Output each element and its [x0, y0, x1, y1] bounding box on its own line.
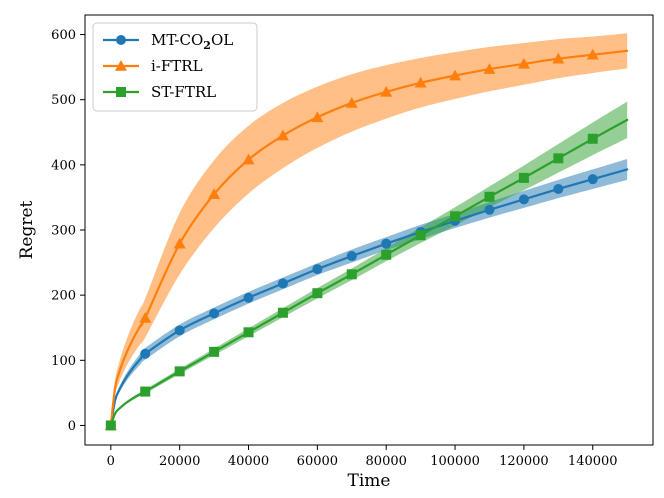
st-ftrl-point: [587, 133, 598, 144]
i-ftrl-point: [276, 129, 289, 141]
mt-co-point: [381, 238, 392, 249]
x-axis-title: Time: [348, 471, 391, 491]
i-ftrl-point: [345, 96, 358, 108]
st-ftrl-point: [140, 386, 151, 397]
mt-co-point: [243, 292, 254, 303]
st-ftrl-point: [518, 172, 529, 183]
i-ftrl-point: [483, 63, 496, 74]
st-ftrl-point: [484, 191, 495, 202]
y-tick-label: 300: [51, 224, 76, 239]
y-axis-title: Regret: [17, 200, 37, 259]
x-tick-label: 40000: [228, 454, 269, 469]
x-tick-label: 20000: [159, 454, 200, 469]
mt-co-point: [553, 183, 564, 194]
legend-marker-mt-co: [116, 35, 126, 45]
i-ftrl-band: [110, 33, 628, 426]
x-tick-label: 140000: [568, 454, 618, 469]
legend-label-i-ftrl: i-FTRL: [151, 57, 203, 75]
x-tick-label: 120000: [499, 454, 549, 469]
mt-co-point: [277, 278, 288, 289]
mt-co-point: [312, 264, 323, 275]
mt-co-point: [346, 251, 357, 262]
y-tick-label: 0: [68, 419, 76, 434]
i-ftrl-point: [449, 69, 462, 81]
y-tick-label: 100: [51, 354, 76, 369]
mt-co-point: [140, 348, 151, 359]
i-ftrl-point: [552, 52, 565, 64]
i-ftrl-point: [173, 237, 186, 249]
y-tick-label: 400: [51, 158, 76, 173]
st-ftrl-point: [174, 366, 185, 377]
x-tick-label: 60000: [297, 454, 338, 469]
series-markers: [104, 48, 599, 431]
x-axis: 0 20000 40000 60000 80000 100000 120000 140000: [107, 445, 618, 469]
legend-marker-i-ftrl: [115, 60, 127, 71]
st-ftrl-point: [381, 249, 392, 260]
y-tick-label: 200: [51, 289, 76, 304]
legend-label-st-ftrl: ST-FTRL: [151, 83, 216, 101]
mt-co-band: [110, 158, 628, 426]
mt-co-point: [174, 325, 185, 336]
x-tick-label: 0: [107, 454, 115, 469]
x-tick-label: 100000: [430, 454, 480, 469]
i-ftrl-point: [139, 311, 152, 323]
st-ftrl-point: [105, 420, 116, 431]
x-tick-label: 80000: [366, 454, 407, 469]
i-ftrl-point: [414, 76, 427, 88]
st-ftrl-point: [346, 269, 357, 280]
legend: MT-CO2OL i-FTRL ST-FTRL: [92, 22, 258, 112]
y-tick-label: 600: [51, 28, 76, 43]
st-ftrl-point: [415, 230, 426, 241]
i-ftrl-point: [311, 111, 324, 123]
st-ftrl-point: [450, 211, 461, 222]
st-ftrl-point: [553, 153, 564, 164]
legend-box: [92, 22, 258, 112]
mt-co-point: [484, 204, 495, 215]
legend-marker-st-ftrl: [116, 87, 126, 97]
legend-label-mt-co: MT-CO2OL: [151, 31, 233, 52]
y-tick-label: 500: [51, 93, 76, 108]
i-ftrl-point: [586, 48, 599, 60]
st-ftrl-point: [243, 327, 254, 338]
i-ftrl-point: [517, 57, 530, 69]
i-ftrl-point: [208, 188, 221, 199]
st-ftrl-point: [277, 307, 288, 318]
i-ftrl-point: [380, 85, 393, 97]
mt-co-point: [587, 174, 598, 185]
mt-co-point: [518, 194, 529, 205]
st-ftrl-point: [209, 346, 220, 357]
y-axis: 0 100 200 300 400 500 600: [51, 28, 85, 434]
i-ftrl-point: [242, 153, 255, 165]
mt-co-point: [209, 308, 220, 319]
st-ftrl-point: [312, 288, 323, 299]
